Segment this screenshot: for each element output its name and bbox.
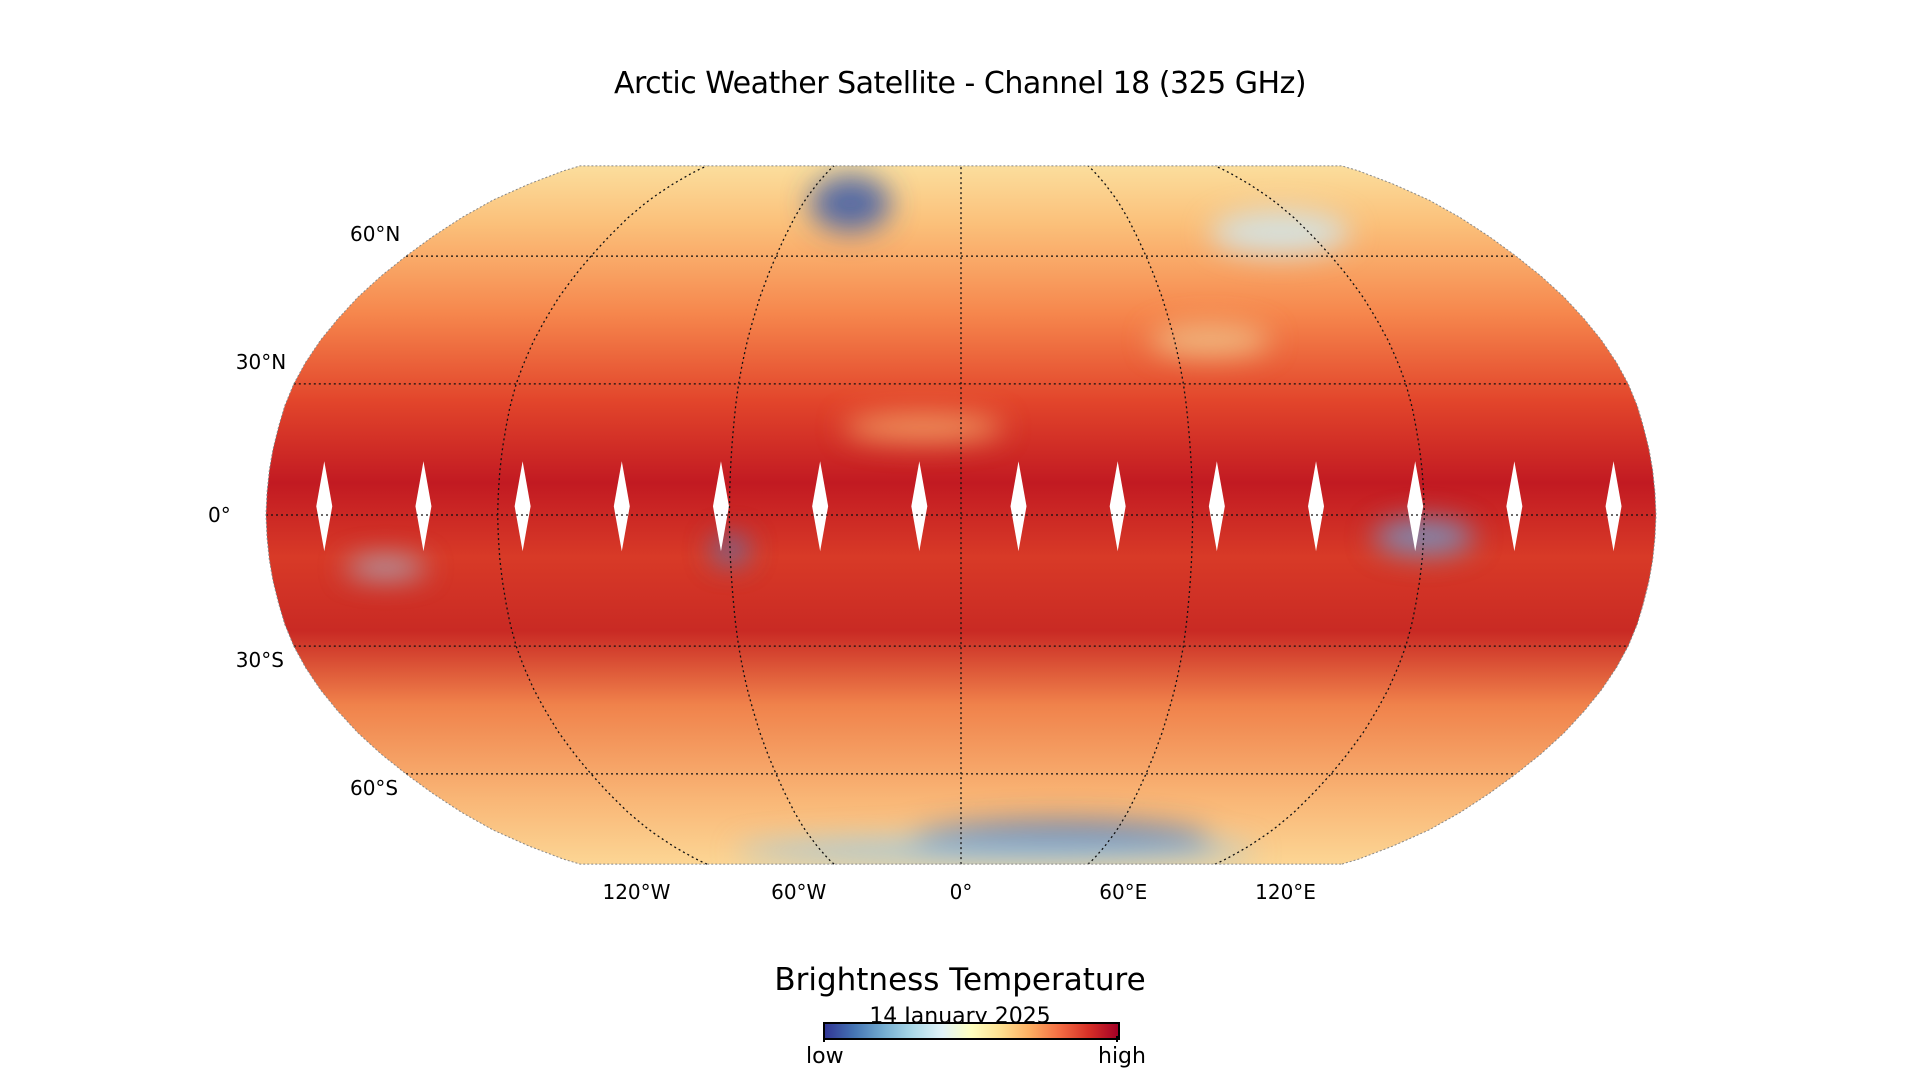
latitude-label: 60°N <box>349 222 401 247</box>
colorbar-high-label: high <box>1098 1044 1146 1069</box>
brightness-patch <box>1150 324 1271 357</box>
data-gap <box>911 461 928 552</box>
colorbar-title: Brightness Temperature <box>774 962 1146 998</box>
data-gap <box>613 461 630 552</box>
colorbar-tick-high <box>1116 1036 1118 1042</box>
colorbar <box>823 1022 1120 1040</box>
data-gap <box>1407 461 1424 552</box>
brightness-patch <box>1210 210 1351 255</box>
data-gap <box>1208 461 1225 552</box>
data-gap <box>712 461 729 552</box>
data-gap <box>1308 461 1325 552</box>
data-gap <box>316 461 333 552</box>
data-gap <box>415 461 432 552</box>
longitude-label: 60°E <box>1099 880 1148 904</box>
colorbar-tick-low <box>823 1036 825 1042</box>
longitude-label: 120°E <box>1255 880 1316 904</box>
latitude-label: 60°S <box>349 775 399 800</box>
brightness-patch <box>735 837 1256 865</box>
brightness-patch <box>1373 518 1474 555</box>
data-gap <box>514 461 531 552</box>
data-gap <box>812 461 829 552</box>
longitude-label: 0° <box>949 880 973 904</box>
data-gap <box>1010 461 1027 552</box>
meridian-line <box>1214 165 1425 865</box>
latitude-label: 0° <box>208 503 231 527</box>
brightness-patch <box>712 535 749 564</box>
map-title: Arctic Weather Satellite - Channel 18 (3… <box>613 66 1307 101</box>
brightness-patch <box>345 557 426 578</box>
data-gap <box>1605 461 1622 552</box>
data-gap <box>1506 461 1523 552</box>
map-outline <box>265 165 1657 865</box>
longitude-label: 120°W <box>602 880 671 904</box>
latitude-label: 30°N <box>235 349 287 374</box>
latitude-label: 30°S <box>235 648 284 673</box>
data-gap <box>1109 461 1126 552</box>
longitude-label: 60°W <box>771 880 827 904</box>
meridian-line <box>497 165 708 865</box>
colorbar-low-label: low <box>806 1044 844 1069</box>
brightness-patch <box>810 175 891 232</box>
brightness-patch <box>843 413 1004 442</box>
